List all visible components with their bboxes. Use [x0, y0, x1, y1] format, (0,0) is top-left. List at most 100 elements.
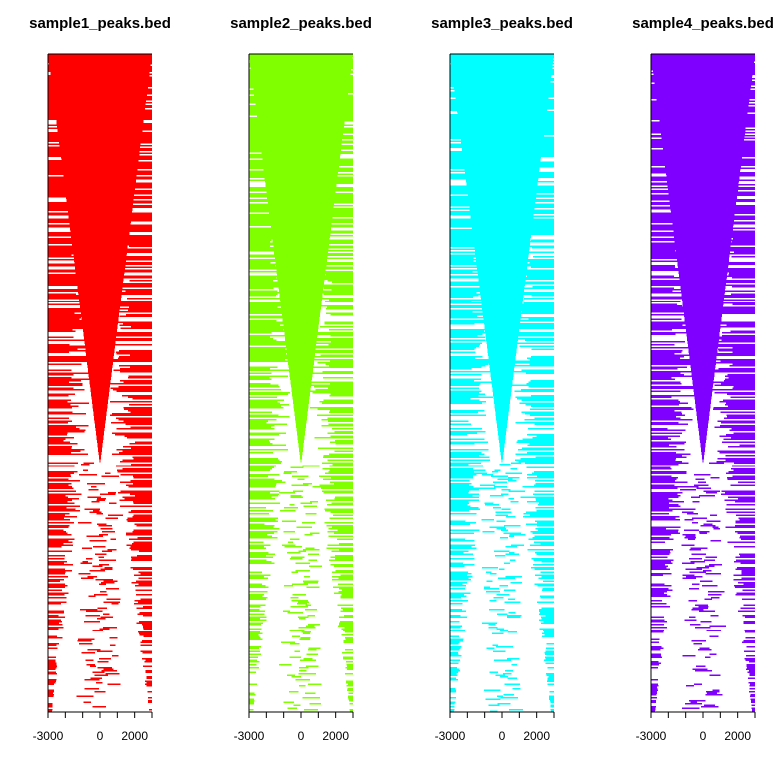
heatmap-row-right — [123, 239, 152, 241]
heatmap-row-center — [467, 188, 537, 191]
heatmap-row-left — [48, 508, 76, 511]
heatmap-row-center — [99, 493, 116, 496]
heatmap-row-left — [48, 510, 81, 512]
heatmap-row-center — [697, 417, 709, 419]
heatmap-row-right — [122, 468, 152, 470]
heatmap-row-center — [259, 140, 343, 143]
heatmap-row-center — [274, 254, 328, 256]
heatmap-row-right — [544, 656, 554, 659]
heatmap-row-center — [666, 175, 740, 177]
heatmap-row-center — [456, 104, 548, 107]
heatmap-row-center — [507, 658, 520, 660]
heatmap-row-center — [683, 308, 723, 310]
heatmap-row-center — [285, 342, 317, 345]
heatmap-row-right — [525, 92, 554, 95]
heatmap-row-left — [651, 332, 695, 334]
heatmap-row-left — [249, 632, 263, 635]
x-tick-label: 2000 — [724, 729, 751, 743]
heatmap-row-right — [546, 674, 554, 677]
heatmap-row-left — [249, 122, 277, 125]
heatmap-row-left — [651, 400, 680, 403]
heatmap-row-right — [543, 659, 554, 662]
heatmap-row-right — [330, 341, 353, 343]
heatmap-row-left — [651, 492, 683, 494]
heatmap-row-center — [301, 631, 311, 633]
heatmap-row-center — [78, 572, 91, 575]
heatmap-row-center — [51, 85, 149, 87]
heatmap-row-left — [450, 163, 478, 165]
heatmap-row-right — [127, 377, 152, 379]
heatmap-row-right — [345, 661, 353, 663]
heatmap-row-center — [288, 362, 314, 364]
heatmap-row-center — [100, 568, 113, 570]
heatmap-row-center — [296, 430, 306, 433]
heatmap-row-right — [128, 306, 152, 309]
heatmap-row-right — [142, 614, 152, 617]
heatmap-row-left — [249, 383, 271, 385]
heatmap-row-right — [125, 532, 152, 535]
heatmap-row-left — [48, 317, 81, 319]
heatmap-row-center — [461, 142, 543, 144]
heatmap-row-right — [510, 278, 554, 280]
heatmap-row-center — [257, 122, 345, 125]
heatmap-row-left — [651, 158, 680, 161]
heatmap-row-right — [531, 405, 554, 407]
heatmap-row-right — [717, 420, 755, 422]
heatmap-row-right — [508, 384, 554, 386]
heatmap-row-right — [143, 635, 152, 638]
heatmap-row-left — [651, 287, 675, 289]
heatmap-row-left — [450, 240, 475, 243]
heatmap-row-right — [346, 668, 353, 671]
heatmap-row-right — [541, 632, 554, 635]
heatmap-row-center — [488, 359, 516, 361]
heatmap-row-left — [450, 362, 500, 364]
heatmap-row-right — [541, 575, 554, 578]
heatmap-row-center — [303, 505, 318, 508]
heatmap-row-left — [48, 143, 72, 146]
heatmap-row-left — [249, 217, 301, 219]
heatmap-row-center — [82, 469, 89, 472]
heatmap-row-center — [696, 415, 710, 418]
heatmap-row-left — [48, 118, 89, 120]
heatmap-row-center — [282, 315, 320, 318]
heatmap-row-center — [79, 299, 121, 301]
heatmap-row-right — [317, 152, 353, 155]
heatmap-row-right — [112, 89, 152, 92]
heatmap-row-center — [72, 243, 128, 246]
heatmap-row-center — [691, 517, 707, 520]
heatmap-row-left — [48, 403, 71, 406]
heatmap-row-left — [651, 333, 676, 336]
heatmap-row-left — [450, 462, 482, 464]
heatmap-row-center — [98, 456, 102, 458]
heatmap-row-center — [689, 357, 717, 360]
heatmap-row-center — [497, 427, 507, 430]
heatmap-row-center — [104, 566, 113, 569]
heatmap-row-center — [678, 270, 728, 273]
heatmap-row-left — [48, 620, 62, 623]
heatmap-row-left — [48, 568, 66, 570]
heatmap-row-left — [249, 89, 273, 92]
heatmap-row-right — [506, 54, 554, 56]
heatmap-row-center — [270, 222, 332, 225]
heatmap-row-left — [450, 158, 501, 161]
heatmap-row-center — [262, 157, 340, 159]
heatmap-row-right — [127, 309, 152, 312]
heatmap-row-left — [249, 188, 299, 191]
heatmap-row-left — [651, 116, 680, 119]
heatmap-row-left — [651, 655, 662, 657]
heatmap-row-center — [69, 222, 131, 225]
heatmap-row-center — [699, 647, 710, 650]
heatmap-row-right — [327, 211, 353, 213]
heatmap-row-center — [80, 562, 92, 564]
heatmap-row-left — [450, 505, 471, 508]
heatmap-row-right — [525, 523, 554, 526]
heatmap-row-left — [249, 366, 278, 369]
heatmap-row-right — [140, 598, 152, 600]
heatmap-row-right — [510, 342, 554, 345]
heatmap-row-center — [495, 511, 512, 514]
heatmap-row-right — [334, 592, 353, 594]
heatmap-row-center — [495, 415, 509, 418]
heatmap-row-right — [127, 520, 152, 523]
heatmap-row-left — [651, 131, 684, 134]
heatmap-row-center — [60, 151, 140, 153]
